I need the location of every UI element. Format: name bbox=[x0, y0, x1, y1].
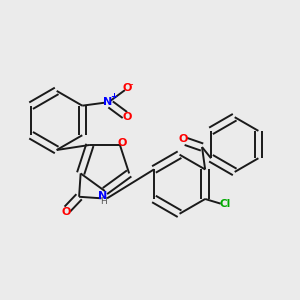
Text: O: O bbox=[122, 83, 131, 93]
Text: -: - bbox=[130, 79, 134, 89]
Text: O: O bbox=[118, 138, 127, 148]
Text: N: N bbox=[98, 191, 108, 201]
Text: N: N bbox=[103, 97, 113, 106]
Text: O: O bbox=[122, 112, 131, 122]
Text: Cl: Cl bbox=[219, 199, 231, 209]
Text: H: H bbox=[100, 197, 106, 206]
Text: O: O bbox=[61, 207, 71, 217]
Text: +: + bbox=[110, 92, 117, 101]
Text: O: O bbox=[179, 134, 188, 144]
